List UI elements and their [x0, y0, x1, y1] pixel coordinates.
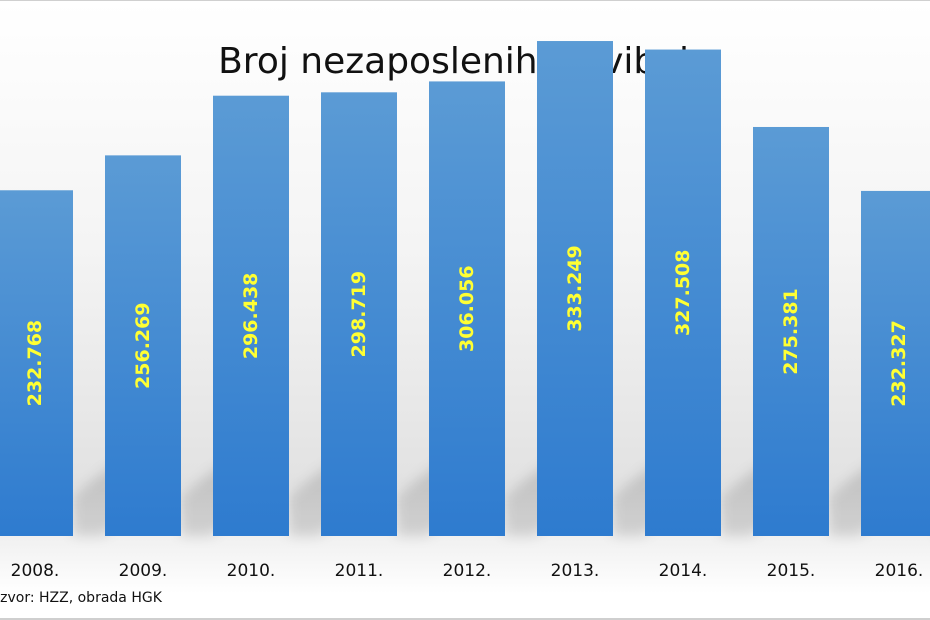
- category-label: 2015.: [767, 561, 816, 581]
- category-label: 2016.: [875, 561, 924, 581]
- data-label: 256.269: [132, 302, 154, 389]
- bar-2013: [537, 41, 613, 536]
- category-label: 2009.: [119, 561, 168, 581]
- data-label: 232.768: [24, 320, 46, 407]
- data-label: 306.056: [456, 265, 478, 352]
- bars: [0, 41, 930, 537]
- bar-2009: [105, 155, 181, 536]
- bar-2010: [213, 95, 289, 536]
- bar-2008: [0, 190, 73, 536]
- bar-2011: [321, 92, 397, 536]
- data-label: 296.438: [240, 273, 262, 360]
- chart-title: Broj nezaposlenih u svibnju: [218, 41, 712, 82]
- data-labels: 232.768 256.269 296.438 298.719 306.056 333.2…: [24, 245, 910, 406]
- data-label: 327.508: [672, 250, 694, 337]
- source-note: Izvor: HZZ, obrada HGK: [0, 590, 163, 606]
- data-label: 232.327: [888, 320, 910, 407]
- category-label: 2012.: [443, 561, 492, 581]
- category-label: 2010.: [227, 561, 276, 581]
- data-label: 298.719: [348, 271, 370, 358]
- data-label: 333.249: [564, 245, 586, 332]
- bar-2014: [645, 49, 721, 537]
- category-label: 2011.: [335, 561, 384, 581]
- bar-2016: [861, 190, 930, 536]
- category-label: 2013.: [551, 561, 600, 581]
- category-labels: 2008. 2009. 2010. 2011. 2012. 2013. 2014. 2015.…: [11, 561, 924, 581]
- bar-2015: [753, 126, 829, 537]
- category-label: 2008.: [11, 561, 60, 581]
- category-label: 2014.: [659, 561, 708, 581]
- data-label: 275.381: [780, 288, 802, 375]
- bar-2012: [429, 81, 505, 537]
